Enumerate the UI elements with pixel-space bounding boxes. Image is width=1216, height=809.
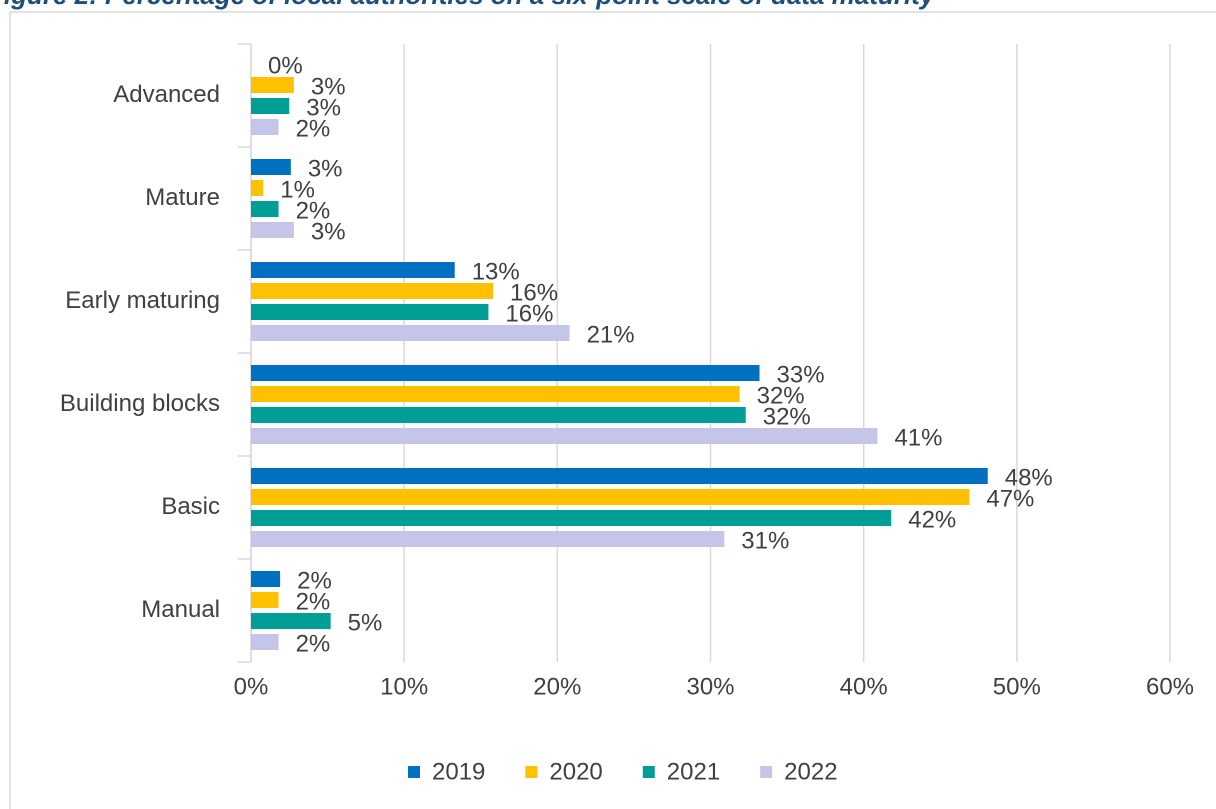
bar [251,119,279,135]
x-tick-label: 10% [380,673,428,700]
bar [251,571,281,587]
legend-label: 2022 [784,758,837,785]
data-label: 16% [510,279,558,306]
bar [251,77,294,93]
legend-swatch [760,766,773,778]
bar [251,365,760,381]
data-label: 3% [308,155,343,182]
legend-swatch [408,766,420,778]
data-label: 1% [280,176,315,203]
data-label: 2% [296,588,331,615]
data-label: 2% [296,630,331,657]
data-label: 2% [297,567,332,594]
bar [251,262,455,278]
data-label: 16% [505,300,553,327]
bar [251,283,494,299]
data-label: 3% [311,218,346,245]
legend-label: 2020 [549,758,602,785]
legend-label: 2021 [667,758,720,785]
bar [251,201,279,217]
bar [251,222,294,238]
legend-swatch [525,766,538,778]
data-label: 3% [311,73,346,100]
x-tick-label: 60% [1146,673,1194,700]
data-label: 13% [472,258,520,285]
data-label: 3% [306,94,341,121]
data-label: 33% [777,361,825,388]
data-label: 48% [1005,464,1053,491]
bar [251,386,740,402]
bar [251,489,970,505]
legend-swatch [642,766,655,778]
y-tick-label: Building blocks [60,390,220,417]
data-label: 0% [268,52,303,79]
bar [251,613,331,629]
data-label: 21% [587,321,635,348]
bar [251,98,290,114]
data-label: 42% [908,506,956,533]
x-tick-label: 0% [234,673,269,700]
bar [251,407,746,423]
x-tick-label: 40% [840,673,888,700]
x-tick-label: 50% [993,673,1041,700]
bar [251,531,725,547]
chart-title: Figure 2: Percentage of local authoritie… [0,0,936,10]
bar [251,428,878,444]
bar [251,180,264,196]
data-label: 2% [296,115,331,142]
y-tick-label: Advanced [113,81,220,108]
data-label: 5% [348,609,383,636]
bar [251,592,279,608]
bar [251,304,489,320]
data-label: 2% [296,197,331,224]
bar [251,159,291,175]
x-tick-label: 20% [533,673,581,700]
y-tick-label: Manual [141,596,220,623]
legend-label: 2019 [432,758,485,785]
bar [251,468,988,484]
data-label: 47% [986,485,1034,512]
bar [251,325,570,341]
y-tick-label: Basic [161,493,220,520]
bar [251,634,279,650]
bar [251,510,892,526]
data-label: 32% [763,403,811,430]
y-tick-label: Early maturing [65,287,220,314]
data-label: 41% [894,424,942,451]
data-label: 32% [757,382,805,409]
data-label: 31% [741,527,789,554]
x-tick-label: 30% [686,673,734,700]
y-tick-label: Mature [145,184,220,211]
